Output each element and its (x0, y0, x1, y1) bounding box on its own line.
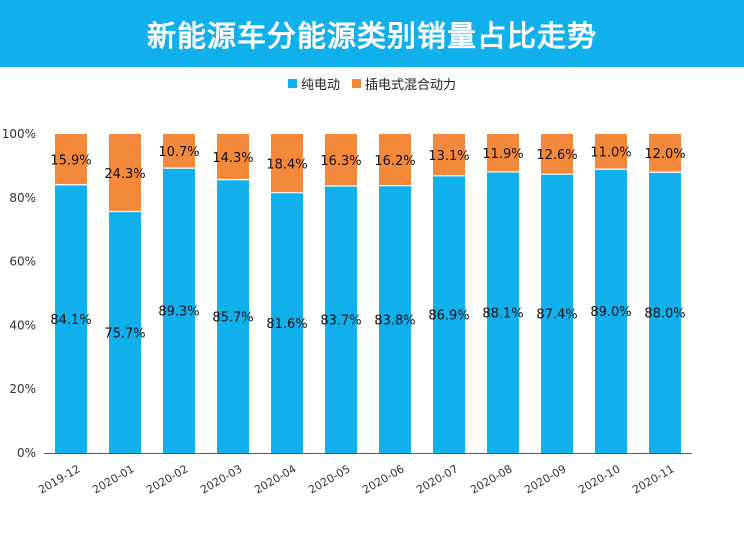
bar-bev (55, 184, 87, 453)
bar-bev (217, 179, 249, 453)
data-label-bev: 88.0% (644, 307, 685, 322)
y-tick-label: 40% (9, 318, 36, 332)
x-tick-label: 2020-04 (252, 462, 298, 496)
bar-phev (217, 134, 249, 180)
data-label-phev: 12.0% (644, 147, 685, 162)
legend-item-phev: 插电式混合动力 (352, 74, 456, 93)
data-label-phev: 10.7% (158, 145, 199, 160)
legend-item-bev: 纯电动 (287, 74, 340, 93)
data-label-phev: 12.6% (536, 148, 577, 163)
bar-bev (271, 192, 303, 454)
x-tick-label: 2020-10 (576, 462, 622, 496)
bar-bev (109, 211, 141, 453)
data-label-phev: 15.9% (50, 153, 91, 168)
bar-bev (487, 171, 519, 453)
data-label-phev: 11.9% (482, 147, 523, 162)
title-bar: 新能源车分能源类别销量占比走势 (0, 0, 744, 67)
legend-swatch-phev (352, 79, 361, 88)
x-tick-label: 2020-09 (522, 462, 568, 496)
bar-bev (541, 174, 573, 453)
bar-bev (379, 185, 411, 454)
bar-phev (433, 134, 465, 176)
bar-phev (379, 134, 411, 186)
x-tick-label: 2020-11 (630, 462, 676, 496)
data-label-bev: 83.8% (374, 313, 415, 328)
bar-bev (163, 168, 195, 453)
data-label-bev: 85.7% (212, 310, 253, 325)
legend-swatch-bev (287, 79, 297, 88)
data-label-bev: 81.6% (266, 317, 307, 332)
data-label-phev: 18.4% (266, 157, 307, 172)
data-label-bev: 89.0% (590, 305, 631, 320)
bar-phev (109, 134, 141, 212)
legend-label-phev: 插电式混合动力 (365, 78, 457, 93)
bar-phev (163, 134, 195, 169)
data-label-phev: 14.3% (212, 151, 253, 166)
bar-bev (433, 175, 465, 453)
data-label-bev: 83.7% (320, 313, 361, 328)
y-tick-label: 60% (9, 255, 36, 269)
x-tick-label: 2020-03 (198, 462, 244, 496)
data-label-phev: 11.0% (590, 146, 631, 161)
y-tick-label: 20% (9, 382, 36, 396)
data-label-phev: 16.2% (374, 154, 415, 169)
data-label-bev: 84.1% (50, 313, 91, 328)
x-tick-label: 2020-07 (414, 462, 460, 496)
bar-phev (325, 134, 357, 186)
data-label-phev: 16.3% (320, 154, 361, 169)
data-label-bev: 88.1% (482, 306, 523, 321)
y-tick-label: 100% (2, 127, 36, 141)
x-tick-label: 2020-08 (468, 462, 514, 496)
y-tick-label: 0% (17, 446, 36, 460)
x-tick-label: 2020-06 (360, 462, 406, 496)
bar-phev (487, 134, 519, 172)
bar-bev (595, 169, 627, 453)
legend: 纯电动 插电式混合动力 (0, 74, 744, 93)
data-label-bev: 87.4% (536, 308, 577, 323)
x-tick-label: 2019-12 (36, 462, 82, 496)
chart-title: 新能源车分能源类别销量占比走势 (146, 18, 597, 53)
data-label-bev: 86.9% (428, 308, 469, 323)
bar-bev (649, 172, 681, 453)
y-tick-label: 80% (9, 191, 36, 205)
data-label-phev: 13.1% (428, 149, 469, 164)
x-tick-label: 2020-05 (306, 462, 352, 496)
bar-phev (595, 134, 627, 170)
data-label-phev: 24.3% (104, 167, 145, 182)
bar-phev (649, 134, 681, 173)
bar-bev (325, 185, 357, 453)
bar-phev (541, 134, 573, 175)
bar-phev (271, 134, 303, 193)
bar-phev (55, 134, 87, 185)
data-label-bev: 75.7% (104, 326, 145, 341)
x-tick-label: 2020-01 (90, 462, 136, 496)
data-label-bev: 89.3% (158, 305, 199, 320)
x-tick-label: 2020-02 (144, 462, 190, 496)
legend-label-bev: 纯电动 (300, 78, 340, 93)
